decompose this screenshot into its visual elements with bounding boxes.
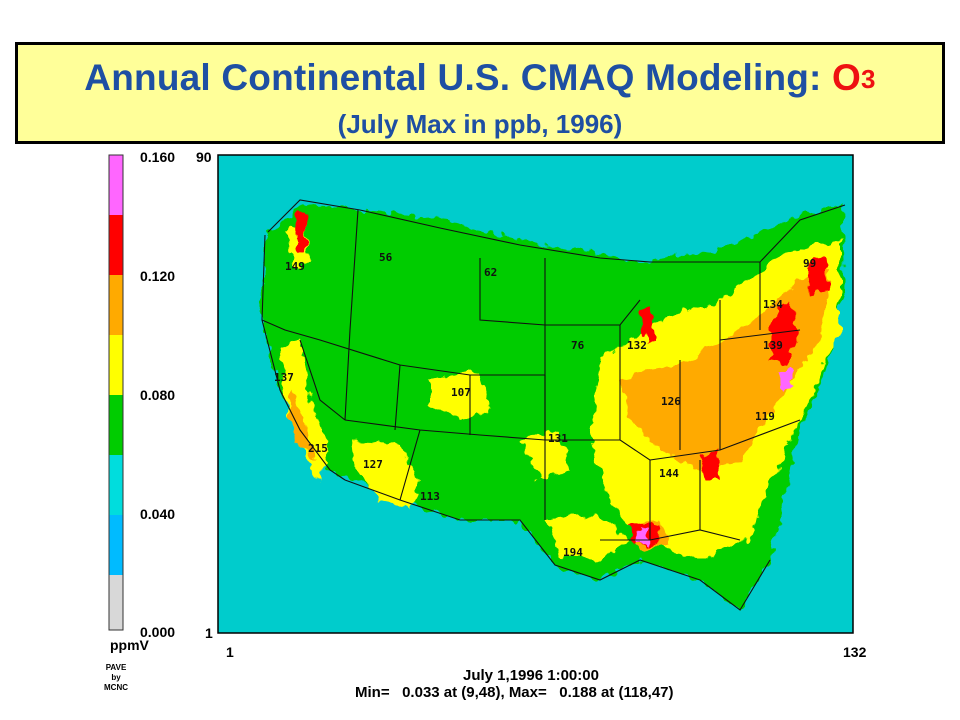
map-label-62: 62 — [484, 266, 497, 279]
colorbar-segment-red — [109, 215, 123, 275]
concentration-map: 149 56 62 99 134 139 76 132 137 107 126 … — [217, 154, 854, 634]
title-box: Annual Continental U.S. CMAQ Modeling: O… — [15, 42, 945, 144]
map-label-107: 107 — [451, 386, 471, 399]
colorbar-tick-0080: 0.080 — [140, 387, 176, 403]
map-label-119: 119 — [755, 410, 775, 423]
credit-line-2: by — [111, 673, 121, 682]
y-axis-top-label: 90 — [196, 149, 212, 165]
map-label-137: 137 — [274, 371, 294, 384]
colorbar-tick-0120: 0.120 — [140, 268, 176, 284]
colorbar-segment-cyan — [109, 455, 123, 515]
map-label-56: 56 — [379, 251, 393, 264]
state-boundaries — [261, 199, 846, 611]
x-axis-left-label: 1 — [226, 644, 234, 660]
y-axis-bottom-label: 1 — [205, 625, 213, 641]
credit-line-1: PAVE — [105, 663, 127, 672]
map-label-194: 194 — [563, 546, 583, 559]
colorbar-segment-yellow — [109, 335, 123, 395]
concentration-contours — [262, 205, 845, 610]
credit-line-3: MCNC — [104, 683, 128, 692]
map-label-127: 127 — [363, 458, 383, 471]
map-frame — [217, 154, 854, 634]
colorbar-segment-green — [109, 395, 123, 455]
colorbar-segment-light-blue — [109, 515, 123, 575]
title-species: O3 — [832, 57, 876, 98]
map-label-99: 99 — [803, 257, 816, 270]
map-label-126: 126 — [661, 395, 681, 408]
colorbar-segment-magenta — [109, 155, 123, 215]
map-label-144: 144 — [659, 467, 679, 480]
title-line-1: Annual Continental U.S. CMAQ Modeling: O… — [18, 57, 942, 99]
map-label-134: 134 — [763, 298, 783, 311]
colorbar-segment-gray — [109, 575, 123, 630]
title-main: Annual Continental U.S. CMAQ Modeling: — [84, 57, 833, 98]
footer-timestamp: July 1,1996 1:00:00 — [463, 667, 599, 684]
map-label-149: 149 — [285, 260, 305, 273]
map-label-76: 76 — [571, 339, 585, 352]
colorbar-tick-0040: 0.040 — [140, 506, 176, 522]
map-label-131: 131 — [548, 432, 568, 445]
title-subtitle: (July Max in ppb, 1996) — [337, 109, 623, 139]
colorbar — [108, 154, 124, 631]
colorbar-tick-0000: 0.000 — [140, 624, 176, 640]
map-label-113: 113 — [420, 490, 440, 503]
map-label-132: 132 — [627, 339, 647, 352]
map-label-139: 139 — [763, 339, 783, 352]
colorbar-segment-orange — [109, 275, 123, 335]
colorbar-tick-0160: 0.160 — [140, 149, 176, 165]
footer-minmax: Min= 0.033 at (9,48), Max= 0.188 at (118… — [355, 684, 674, 701]
x-axis-right-label: 132 — [843, 644, 867, 660]
colorbar-unit: ppmV — [110, 637, 149, 653]
map-label-215: 215 — [308, 442, 328, 455]
